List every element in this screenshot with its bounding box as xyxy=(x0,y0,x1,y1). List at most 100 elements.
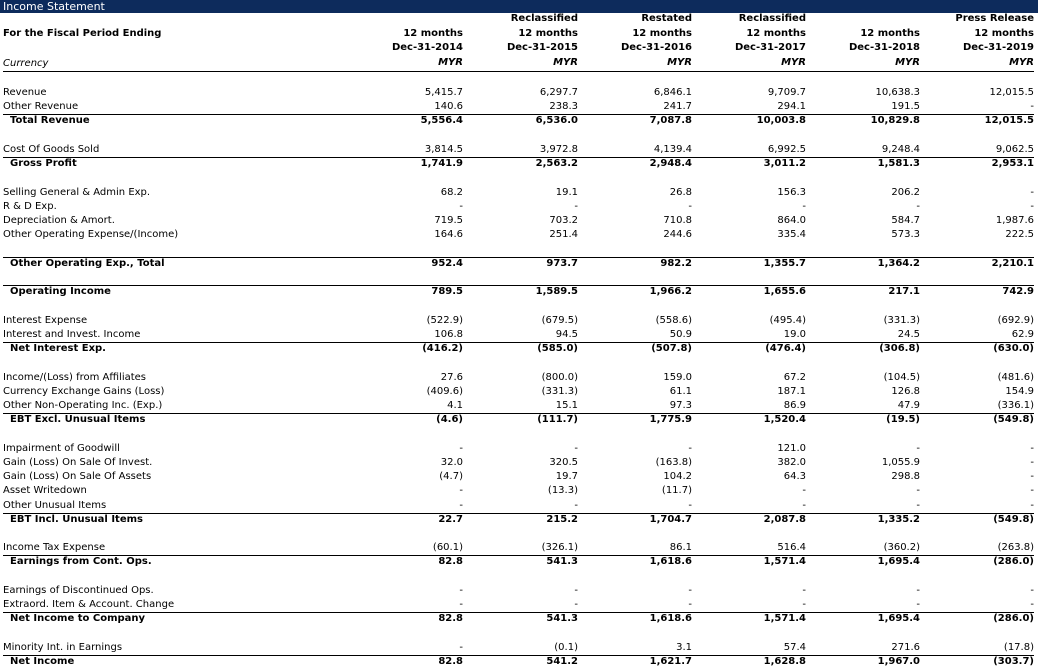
cell-value: 6,536.0 xyxy=(535,115,578,127)
cell-value: (495.4) xyxy=(769,314,806,326)
row-label: Asset Writedown xyxy=(3,485,87,497)
cell-value: 217.1 xyxy=(888,286,920,298)
cell-value: - xyxy=(459,485,463,497)
cell-value: 140.6 xyxy=(434,101,463,113)
cell-value: 1,520.4 xyxy=(763,414,806,426)
total-label: Other Operating Exp., Total xyxy=(10,257,165,269)
column-qualifier: Press Release xyxy=(955,13,1034,24)
cell-value: - xyxy=(802,584,806,596)
cell-value: (476.4) xyxy=(765,343,806,355)
cell-value: (19.5) xyxy=(886,414,920,426)
cell-value: (286.0) xyxy=(993,556,1034,568)
cell-value: 19.1 xyxy=(555,186,578,198)
row-label: Depreciation & Amort. xyxy=(3,215,115,227)
cell-value: 382.0 xyxy=(777,456,806,468)
rule xyxy=(3,157,1034,158)
cell-value: 159.0 xyxy=(663,371,692,383)
cell-value: (481.6) xyxy=(997,371,1034,383)
cell-value: (679.5) xyxy=(541,314,578,326)
cell-value: 86.9 xyxy=(783,399,806,411)
cell-value: 1,695.4 xyxy=(877,556,920,568)
cell-value: 126.8 xyxy=(891,385,920,397)
cell-value: 2,953.1 xyxy=(991,158,1034,170)
cell-value: - xyxy=(1030,584,1034,596)
total-label: Total Revenue xyxy=(10,115,90,127)
cell-value: 864.0 xyxy=(777,215,806,227)
cell-value: 1,987.6 xyxy=(995,215,1034,227)
cell-value: 94.5 xyxy=(555,328,578,340)
cell-value: 1,655.6 xyxy=(763,286,806,298)
cell-value: 573.3 xyxy=(891,229,920,241)
cell-value: 6,297.7 xyxy=(539,87,578,98)
cell-value: 703.2 xyxy=(549,215,578,227)
total-label: Operating Income xyxy=(10,286,111,298)
cell-value: 1,775.9 xyxy=(649,414,692,426)
cell-value: - xyxy=(1030,499,1034,511)
cell-value: - xyxy=(459,641,463,653)
cell-value: (331.3) xyxy=(883,314,920,326)
row-label: Other Unusual Items xyxy=(3,499,107,511)
cell-value: 27.6 xyxy=(440,371,463,383)
cell-value: 24.5 xyxy=(897,328,920,340)
cell-value: 2,563.2 xyxy=(535,158,578,170)
cell-value: 1,741.9 xyxy=(420,158,463,170)
cell-value: 222.5 xyxy=(1005,229,1034,241)
row-label: Interest Expense xyxy=(3,314,88,326)
cell-value: (331.3) xyxy=(541,385,578,397)
cell-value: 1,364.2 xyxy=(877,257,920,269)
cell-value: 64.3 xyxy=(783,471,806,483)
cell-value: (800.0) xyxy=(541,371,578,383)
cell-value: - xyxy=(1030,599,1034,611)
cell-value: 86.1 xyxy=(669,542,692,554)
cell-value: 206.2 xyxy=(891,186,920,198)
cell-value: (13.3) xyxy=(547,485,578,497)
row-label: Other Non-Operating Inc. (Exp.) xyxy=(3,399,163,411)
cell-value: 156.3 xyxy=(777,186,806,198)
cell-value: 1,966.2 xyxy=(649,286,692,298)
cell-value: 19.7 xyxy=(555,471,578,483)
cell-value: 584.7 xyxy=(891,215,920,227)
cell-value: (303.7) xyxy=(993,656,1034,667)
cell-value: 541.2 xyxy=(546,656,578,667)
cell-value: 97.3 xyxy=(669,399,692,411)
cell-value: (17.8) xyxy=(1003,641,1034,653)
column-period: 12 months xyxy=(974,28,1034,39)
cell-value: 82.8 xyxy=(438,656,463,667)
cell-value: - xyxy=(1030,485,1034,497)
total-label: Net Income to Company xyxy=(10,613,146,625)
cell-value: (549.8) xyxy=(993,513,1034,525)
row-label: Other Operating Expense/(Income) xyxy=(3,229,179,241)
cell-value: 1,618.6 xyxy=(649,613,692,625)
column-period: 12 months xyxy=(746,28,806,39)
rule xyxy=(3,413,1034,414)
cell-value: 10,638.3 xyxy=(875,87,920,98)
row-label: Interest and Invest. Income xyxy=(3,328,141,340)
cell-value: (104.5) xyxy=(883,371,920,383)
rule xyxy=(3,555,1034,556)
cell-value: (585.0) xyxy=(537,343,578,355)
cell-value: - xyxy=(802,499,806,511)
column-period: 12 months xyxy=(860,28,920,39)
header-label: For the Fiscal Period Ending xyxy=(3,28,162,39)
cell-value: 104.2 xyxy=(663,471,692,483)
title-bar: Income Statement xyxy=(0,0,1038,13)
column-date: Dec-31-2019 xyxy=(962,42,1034,53)
cell-value: - xyxy=(574,499,578,511)
cell-value: 973.7 xyxy=(546,257,578,269)
row-label: Currency Exchange Gains (Loss) xyxy=(3,385,165,397)
row-label: Extraord. Item & Account. Change xyxy=(3,599,175,611)
cell-value: 3,814.5 xyxy=(424,143,463,155)
column-period: 12 months xyxy=(403,28,463,39)
cell-value: (11.7) xyxy=(661,485,692,497)
cell-value: - xyxy=(459,599,463,611)
cell-value: - xyxy=(1030,200,1034,212)
cell-value: - xyxy=(916,200,920,212)
cell-value: 4.1 xyxy=(447,399,463,411)
cell-value: (111.7) xyxy=(537,414,578,426)
row-label: Revenue xyxy=(3,87,47,98)
cell-value: (409.6) xyxy=(426,385,463,397)
cell-value: - xyxy=(916,499,920,511)
total-label: Net Income xyxy=(10,656,75,667)
column-currency: MYR xyxy=(438,57,463,68)
